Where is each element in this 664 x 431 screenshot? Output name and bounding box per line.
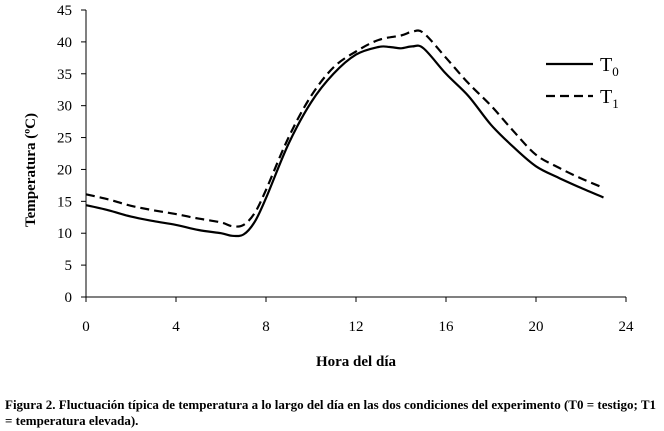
y-tick-label: 30 [57,99,72,115]
y-tick-label: 20 [57,162,72,178]
y-ticks: 0 5 10 15 20 25 30 35 40 45 [57,3,86,306]
legend-label-t0: T0 [600,54,619,79]
x-axis-title: Hora del día [316,354,397,370]
y-tick-label: 15 [57,194,72,210]
series-lines [85,29,604,238]
x-tick-label: 16 [439,319,455,335]
x-tick-label: 12 [349,319,364,335]
x-tick-label: 4 [172,319,180,335]
y-tick-label: 25 [57,131,72,147]
y-tick-label: 40 [57,35,72,51]
y-tick-label: 10 [57,226,72,242]
y-tick-label: 0 [65,290,73,306]
legend-label-t1: T1 [600,86,619,111]
series-line-t1 [85,29,604,228]
y-tick-label: 35 [57,67,72,83]
y-tick-label: 45 [57,3,72,19]
y-axis-title: Temperatura (ºC) [23,113,39,227]
x-tick-label: 8 [262,319,270,335]
x-tick-label: 0 [82,319,90,335]
figure-caption: Figura 2. Fluctuación típica de temperat… [5,397,656,428]
x-tick-label: 24 [619,319,635,335]
line-chart: 0 5 10 15 20 25 30 35 40 45 0 4 8 12 16 20 24 Temperatu… [23,3,634,370]
axes [85,10,626,298]
series-line-t0 [85,44,604,238]
x-ticks: 0 4 8 12 16 20 24 [82,297,634,335]
y-tick-label: 5 [65,258,73,274]
x-tick-label: 20 [529,319,544,335]
